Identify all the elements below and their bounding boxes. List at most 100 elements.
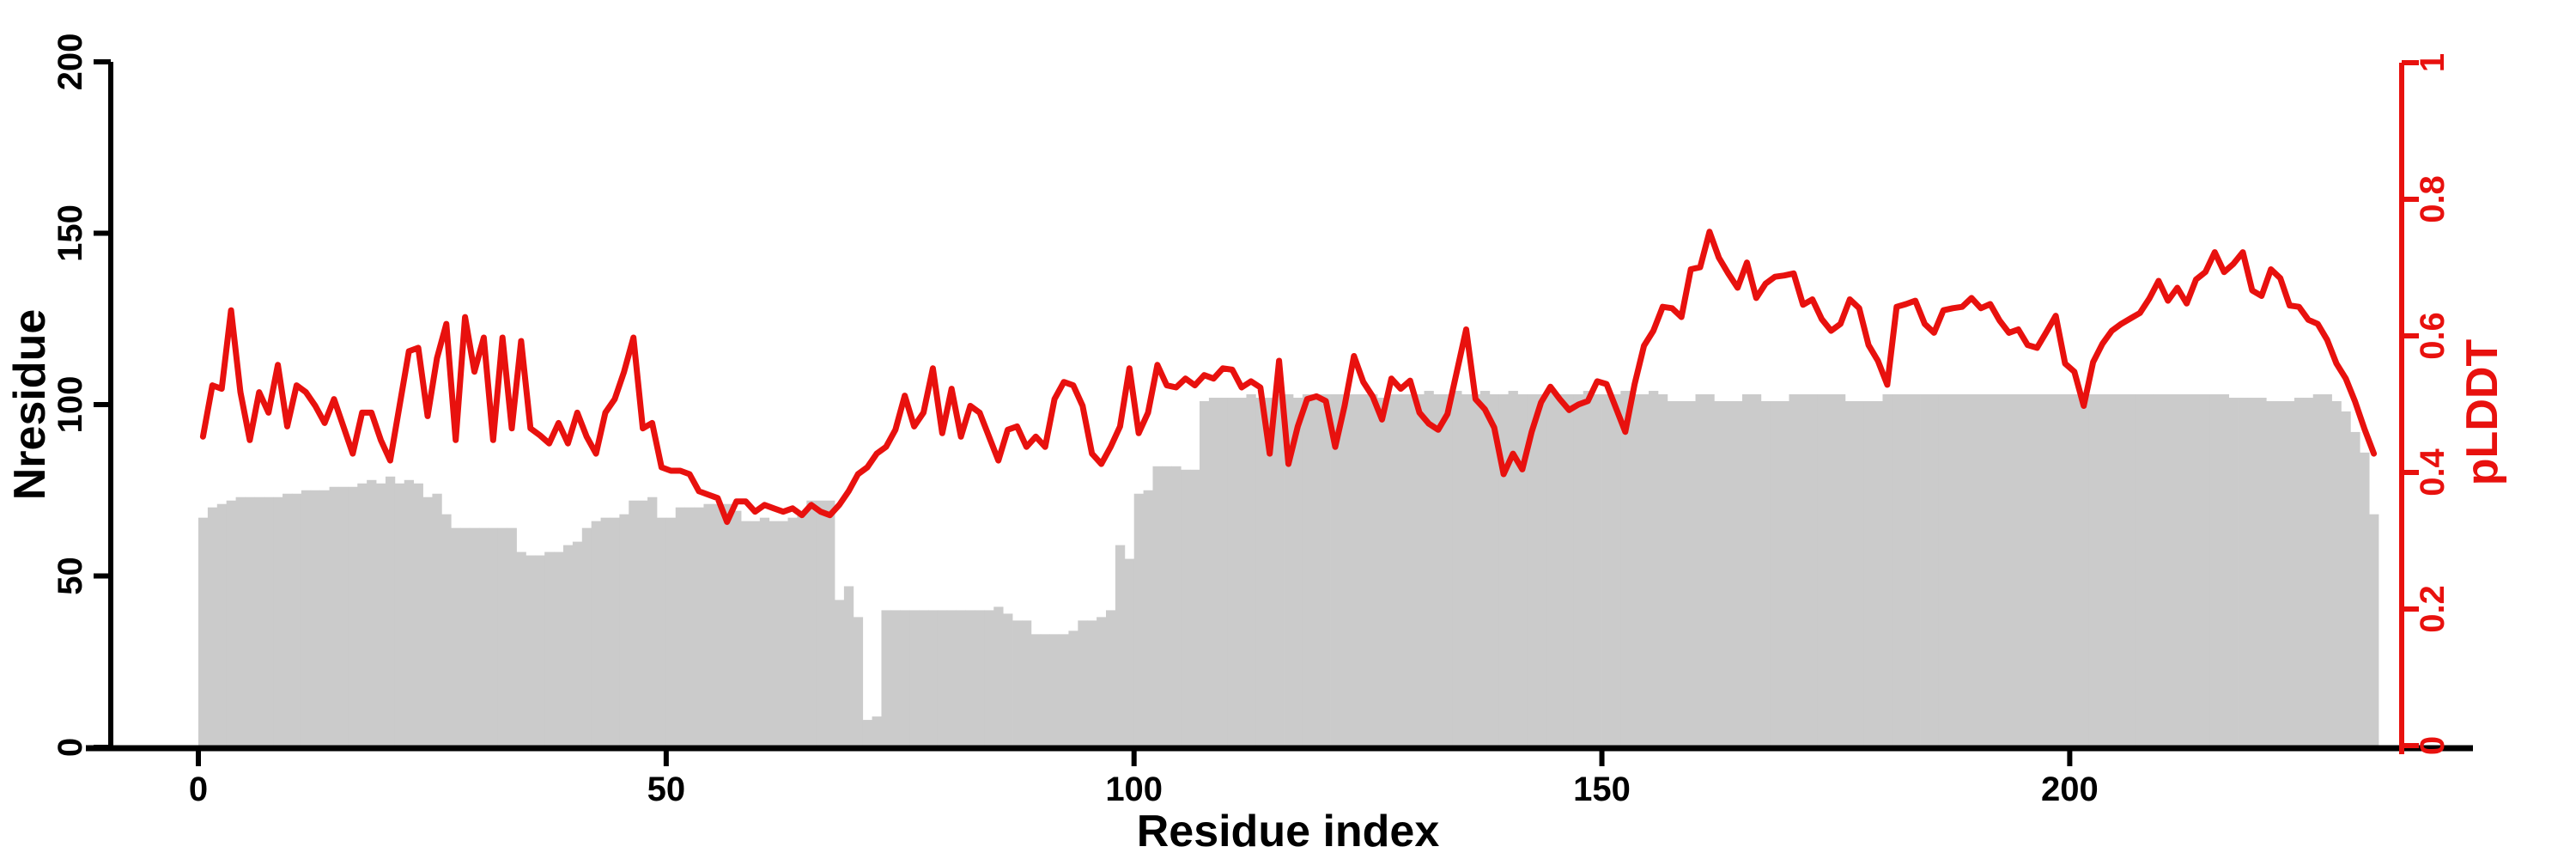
bar xyxy=(2209,394,2221,747)
bar xyxy=(675,507,686,747)
bar xyxy=(2125,394,2136,747)
bar xyxy=(937,610,948,747)
bar xyxy=(235,497,246,747)
bar xyxy=(1639,394,1649,747)
bar xyxy=(1181,469,1191,747)
y-axis-right-tick-label: 1 xyxy=(2414,53,2451,72)
x-axis-tick-label: 100 xyxy=(1105,771,1163,808)
bar xyxy=(198,517,209,747)
bar xyxy=(647,497,658,747)
bar xyxy=(1424,391,1434,747)
bar xyxy=(2341,411,2351,747)
bar xyxy=(732,510,742,747)
bar xyxy=(787,517,798,747)
bar xyxy=(1826,394,1837,747)
bar xyxy=(965,610,975,747)
bars-series xyxy=(198,391,2379,747)
bar xyxy=(2135,394,2145,747)
bar xyxy=(1386,394,1397,747)
bar xyxy=(301,490,312,747)
bar xyxy=(1742,394,1753,747)
bar xyxy=(2182,394,2192,747)
bar xyxy=(460,527,471,747)
bar xyxy=(1284,394,1294,747)
bar xyxy=(1190,469,1200,747)
bar xyxy=(1704,394,1715,747)
bar xyxy=(357,483,368,747)
bar xyxy=(1152,466,1163,747)
bar xyxy=(927,610,939,747)
bar xyxy=(1498,394,1509,747)
bar xyxy=(600,517,611,747)
bar xyxy=(264,497,274,747)
bar xyxy=(2041,394,2052,747)
bar xyxy=(1798,394,1808,747)
bar xyxy=(1817,394,1827,747)
bar xyxy=(291,493,302,747)
bar xyxy=(1649,391,1659,747)
bar xyxy=(591,521,601,747)
bar xyxy=(1461,394,1472,747)
bar xyxy=(2088,394,2099,747)
bar xyxy=(2228,398,2239,747)
bar xyxy=(2360,452,2370,747)
bar xyxy=(853,617,864,747)
bar xyxy=(806,500,817,747)
bar xyxy=(516,551,526,747)
bar xyxy=(207,507,218,747)
plddt-line xyxy=(199,228,2378,526)
y-axis-left-tick-label: 150 xyxy=(52,204,89,262)
bar xyxy=(2022,394,2033,747)
bar xyxy=(694,507,704,747)
bar xyxy=(1030,634,1042,747)
bar xyxy=(254,497,264,747)
y-axis-right-tick-label: 0.4 xyxy=(2414,448,2451,496)
bar xyxy=(1171,466,1182,747)
bar xyxy=(900,610,910,747)
bar xyxy=(1854,401,1865,747)
bar xyxy=(1106,610,1116,747)
bar xyxy=(1546,391,1556,747)
bar xyxy=(572,541,583,747)
bar xyxy=(881,610,891,747)
bar xyxy=(338,486,349,747)
bar xyxy=(544,551,555,747)
bar xyxy=(975,610,985,747)
bar xyxy=(1667,401,1678,747)
bar xyxy=(2369,514,2379,747)
bar xyxy=(1133,493,1144,747)
bar xyxy=(1078,620,1088,747)
bar xyxy=(283,493,293,747)
bar xyxy=(769,521,780,747)
bar xyxy=(2116,394,2127,747)
bar xyxy=(1218,398,1229,747)
bar xyxy=(1770,401,1780,747)
bar xyxy=(216,503,228,747)
bar xyxy=(1321,394,1331,747)
x-axis-tick-label: 50 xyxy=(647,771,686,808)
bar xyxy=(1723,401,1734,747)
bar xyxy=(1115,545,1126,747)
bar xyxy=(497,527,507,747)
bar xyxy=(2098,394,2108,747)
bar xyxy=(2050,394,2061,747)
bar xyxy=(478,527,489,747)
bar xyxy=(385,476,396,747)
bar xyxy=(1760,401,1771,747)
bar xyxy=(394,483,405,747)
bar xyxy=(759,517,770,747)
bar xyxy=(1882,394,1893,747)
bar xyxy=(1630,394,1640,747)
bar xyxy=(273,497,283,747)
bar xyxy=(376,483,386,747)
bar xyxy=(348,486,358,747)
bar xyxy=(2257,398,2267,747)
bar xyxy=(1611,394,1621,747)
bar xyxy=(1844,401,1856,747)
bar xyxy=(2069,394,2080,747)
bar xyxy=(2200,394,2211,747)
bar xyxy=(1208,398,1219,747)
bar xyxy=(1255,398,1266,747)
